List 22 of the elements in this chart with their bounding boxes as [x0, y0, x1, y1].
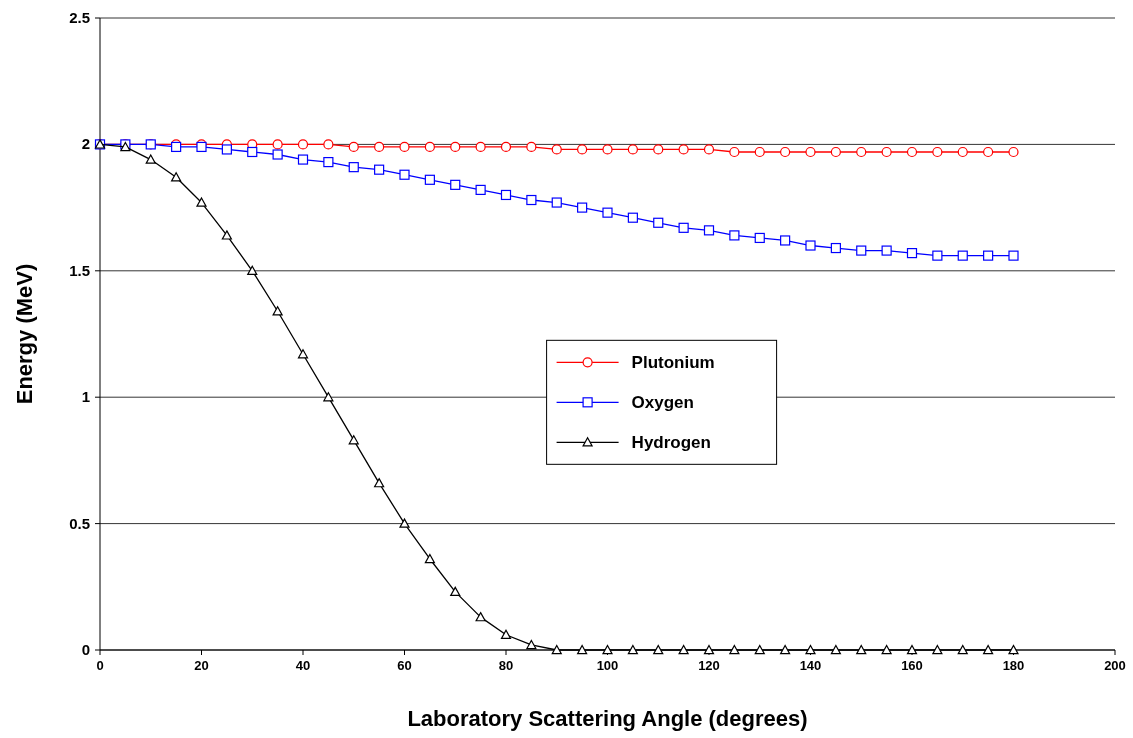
y-axis-title: Energy (MeV) [12, 263, 37, 405]
x-axis-title: Laboratory Scattering Angle (degrees) [407, 706, 808, 731]
legend-label: Plutonium [631, 353, 715, 373]
x-tick-label: 80 [498, 658, 514, 673]
x-tick-label: 140 [799, 658, 822, 673]
x-tick-label: 180 [1002, 658, 1025, 673]
x-tick-label: 160 [901, 658, 923, 673]
x-tick-label: 200 [1104, 658, 1126, 673]
y-tick-label: 2 [81, 135, 90, 153]
x-tick-label: 0 [96, 658, 104, 673]
x-tick-label: 60 [397, 658, 412, 673]
x-tick-label: 120 [698, 658, 720, 673]
legend-label: Hydrogen [631, 433, 711, 453]
x-tick-label: 40 [295, 658, 311, 673]
y-tick-label: 1.5 [69, 261, 90, 279]
legend-label: Oxygen [631, 393, 694, 413]
y-tick-label: 0.5 [69, 514, 90, 532]
x-tick-label: 100 [596, 658, 619, 673]
y-tick-label: 2.5 [69, 9, 90, 26]
y-tick-label: 1 [81, 388, 90, 406]
y-tick-label: 0 [81, 641, 90, 658]
x-tick-label: 20 [194, 658, 209, 673]
